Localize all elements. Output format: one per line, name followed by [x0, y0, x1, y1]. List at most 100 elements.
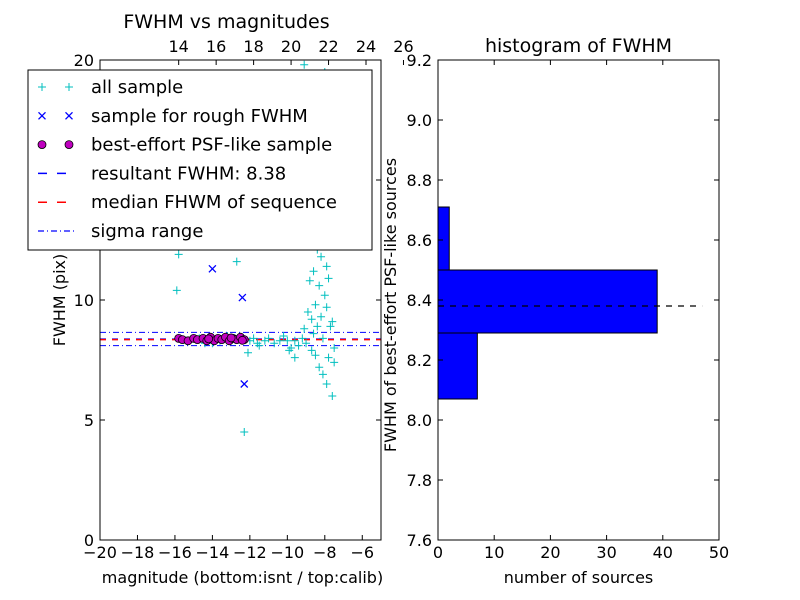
scatter-title: FWHM vs magnitudes	[123, 11, 329, 33]
all-sample-point	[298, 334, 307, 343]
all-sample-point	[290, 336, 299, 345]
x-tick-label: −16	[158, 543, 192, 562]
legend-label: best-effort PSF-like sample	[91, 135, 332, 156]
x-tick-label: −12	[233, 543, 267, 562]
all-sample-point	[283, 336, 292, 345]
all-sample-point	[232, 257, 241, 266]
histogram-bar	[437, 269, 658, 334]
hist-y-tick-label: 8.6	[407, 231, 432, 250]
hist-y-tick-label: 8.2	[407, 351, 432, 370]
all-sample-point	[243, 348, 252, 357]
scatter-xlabel: magnitude (bottom:isnt / top:calib)	[102, 568, 383, 587]
all-sample-point	[264, 334, 273, 343]
all-sample-point	[309, 267, 318, 276]
legend-plus-marker	[38, 83, 46, 91]
x-tick-label: −20	[83, 543, 117, 562]
hist-x-tick-label: 30	[596, 543, 616, 562]
legend-label: median FHWM of sequence	[91, 192, 337, 213]
all-sample-point	[300, 324, 309, 333]
top-tick-label: 20	[281, 37, 301, 56]
y-tick-label: 20	[74, 51, 94, 70]
all-sample-point	[285, 346, 294, 355]
all-sample-point	[309, 329, 318, 338]
hist-x-tick-label: 0	[433, 543, 443, 562]
all-sample-point	[322, 380, 331, 388]
top-tick-label: 24	[356, 37, 376, 56]
all-sample-point	[279, 332, 288, 340]
rough-fwhm-point	[240, 380, 249, 388]
legend-label: sigma range	[91, 221, 203, 242]
scatter-legend: all sample sample for rough FWHM best-effo…	[27, 69, 373, 251]
scatter-ylabel: FWHM (pix)	[50, 254, 69, 347]
legend-label: resultant FWHM: 8.38	[91, 163, 286, 184]
psf-like-point	[226, 333, 236, 343]
x-tick-label: −10	[270, 543, 304, 562]
top-tick-label: 18	[243, 37, 263, 56]
all-sample-point	[255, 341, 264, 350]
all-sample-point	[320, 291, 329, 300]
all-sample-point	[318, 370, 327, 379]
all-sample-point	[174, 250, 183, 259]
hist-y-tick-label: 8.8	[407, 171, 432, 190]
legend-x-marker	[65, 111, 73, 120]
all-sample-point	[303, 308, 312, 316]
all-sample-point	[317, 312, 326, 321]
all-sample-point	[307, 315, 316, 324]
legend-plus-marker	[65, 83, 73, 91]
all-sample-point	[275, 336, 284, 345]
all-sample-point	[311, 300, 320, 309]
psf-like-point	[204, 334, 214, 344]
all-sample-point	[249, 334, 258, 343]
x-tick-label: −14	[196, 543, 230, 562]
all-sample-point	[307, 346, 316, 355]
scatter-panel: −20 −18 −16 −14 −12 −10 −8 −6 14 16 18 20 22 24 26 0 5 10…	[27, 11, 414, 587]
all-sample-point	[305, 276, 314, 285]
all-sample-point	[290, 353, 299, 362]
legend-box	[27, 69, 373, 251]
hist-y-tick-label: 8.4	[407, 291, 432, 310]
legend-circle-marker	[64, 140, 74, 150]
histogram-title: histogram of FWHM	[485, 35, 672, 57]
legend-label: sample for rough FWHM	[91, 106, 308, 127]
x-tick-label: −8	[313, 543, 337, 562]
all-sample-point	[330, 344, 339, 352]
all-sample-point	[328, 392, 337, 400]
hist-x-tick-label: 20	[540, 543, 560, 562]
all-sample-point	[318, 334, 327, 343]
histogram-bar	[437, 206, 450, 271]
all-sample-point	[294, 341, 303, 350]
x-tick-label: −6	[350, 543, 374, 562]
legend-circle-marker	[37, 140, 47, 150]
all-sample-point	[300, 60, 309, 69]
hist-x-tick-label: 50	[709, 543, 729, 562]
hist-x-tick-label: 40	[653, 543, 673, 562]
all-sample-point	[172, 286, 181, 295]
top-tick-label: 26	[393, 37, 413, 56]
all-sample-point	[302, 339, 311, 348]
all-sample-point	[328, 317, 337, 326]
hist-x-tick-label: 10	[484, 543, 504, 562]
all-sample-point	[326, 322, 335, 331]
all-sample-point	[324, 274, 333, 283]
hist-y-tick-label: 9.0	[407, 111, 432, 130]
legend-label: all sample	[91, 77, 183, 98]
rough-fwhm-point	[208, 264, 217, 273]
all-sample-point	[322, 303, 331, 312]
histogram-ylabel: FWHM of best-effort PSF-like sources	[381, 158, 400, 452]
legend-x-marker	[38, 111, 46, 120]
hist-y-tick-label: 7.6	[407, 531, 432, 550]
psf-like-point	[237, 335, 247, 345]
histogram-bar	[437, 332, 478, 400]
hist-y-tick-label: 9.2	[407, 51, 432, 70]
all-sample-point	[322, 262, 331, 271]
all-sample-point	[330, 358, 339, 367]
all-sample-point	[313, 322, 322, 331]
all-sample-point	[315, 281, 324, 290]
x-tick-label: −18	[121, 543, 155, 562]
hist-y-tick-label: 8.0	[407, 411, 432, 430]
all-sample-point	[317, 252, 326, 261]
hist-y-tick-label: 7.8	[407, 471, 432, 490]
y-tick-label: 0	[84, 531, 94, 550]
y-tick-label: 10	[74, 291, 94, 310]
